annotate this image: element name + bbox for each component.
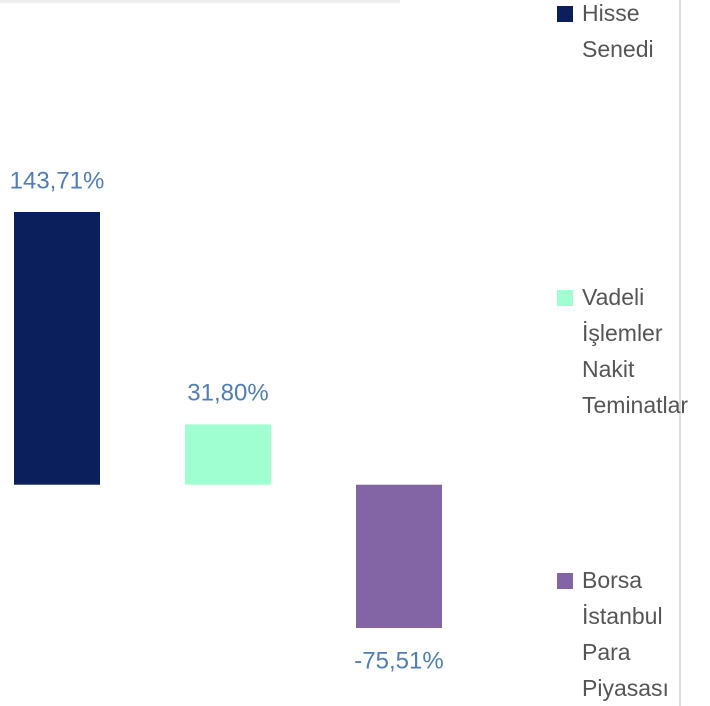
data-label: 31,80% <box>187 380 268 407</box>
bar <box>356 484 442 628</box>
legend-swatch <box>557 6 573 22</box>
data-label: 143,71% <box>10 167 105 194</box>
legend-swatch <box>557 573 573 589</box>
legend-label: Vadeli İşlemler Nakit Teminatlar <box>582 284 689 418</box>
legend-label: Borsa İstanbul Para Piyasası <box>582 567 669 701</box>
top-border <box>0 0 400 3</box>
data-label: -75,51% <box>354 647 443 674</box>
divider <box>679 0 681 706</box>
bar <box>14 212 100 485</box>
legend-label: Hisse Senedi <box>582 0 654 62</box>
bar <box>185 424 271 485</box>
legend-swatch <box>557 290 573 306</box>
